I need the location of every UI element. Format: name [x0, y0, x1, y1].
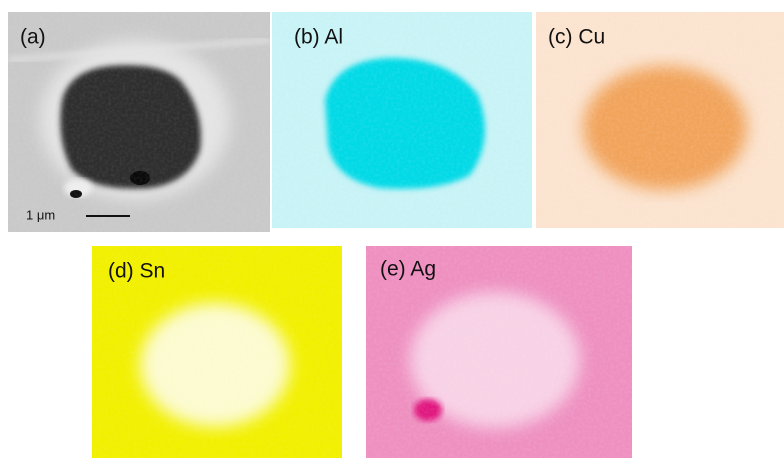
panel-e: (e) Ag [366, 246, 632, 458]
panel-d: (d) Sn [92, 246, 342, 458]
panel-b: (b) Al [272, 12, 532, 228]
scale-bar-label: 1 μm [26, 207, 55, 222]
panel-c: (c) Cu [536, 12, 784, 228]
panel-label: (d) Sn [108, 260, 165, 283]
panel-label: (e) Ag [380, 258, 436, 281]
figure: (a) 1 μm (b) Al (c) Cu (d) Sn (e) Ag [0, 0, 784, 459]
panel-label: (a) [20, 26, 46, 49]
panel-label: (b) Al [294, 26, 343, 49]
panel-a: (a) 1 μm [8, 12, 270, 232]
panel-label: (c) Cu [548, 26, 605, 49]
